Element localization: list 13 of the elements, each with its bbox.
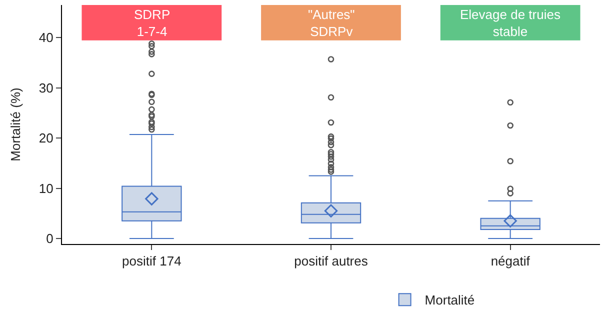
y-tick-label: 20 [38, 130, 54, 146]
legend-label: Mortalité [424, 292, 475, 308]
x-tick-label: négatif [490, 254, 530, 269]
y-tick-label: 10 [38, 180, 54, 196]
x-tick-label: positif 174 [122, 254, 182, 269]
annotation: SDRP 1-7-4 [134, 7, 170, 39]
y-tick-label: 30 [38, 80, 54, 96]
y-tick-label: 40 [38, 30, 54, 46]
annotation: Elevage de truies stable [460, 7, 561, 39]
y-axis-title: Mortalité (%) [8, 88, 23, 162]
annotation: "Autres" SDRPv [308, 7, 356, 39]
y-tick-label: 0 [46, 231, 54, 246]
x-tick-label: positif autres [294, 254, 368, 269]
